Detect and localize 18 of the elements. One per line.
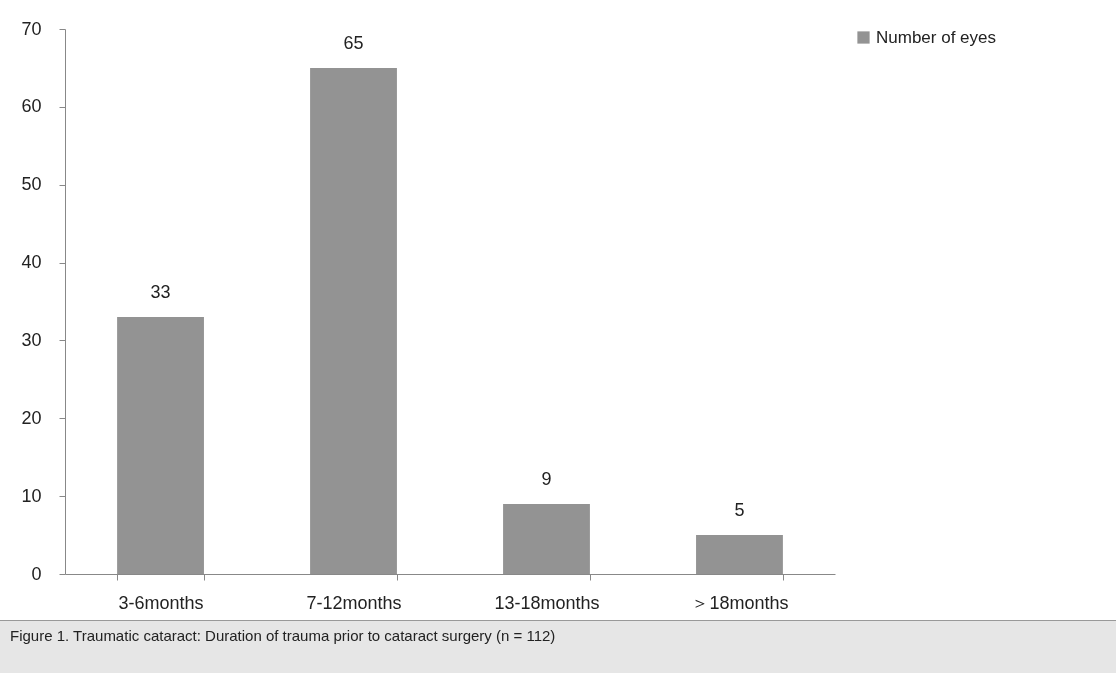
data-label: 5 xyxy=(734,500,745,521)
caption: Figure 1. Traumatic cataract: Duration of trauma prior to cataract surgery (n = 112) xyxy=(0,620,1116,673)
x-tick-label: ＞18months xyxy=(691,592,789,613)
data-label: 9 xyxy=(541,468,552,489)
y-tick-label: 30 xyxy=(21,329,42,350)
y-tick-label: 20 xyxy=(21,407,42,428)
legend-label: Number of eyes xyxy=(876,27,996,47)
data-label: 65 xyxy=(343,32,364,53)
data-label: 33 xyxy=(150,282,171,303)
x-tick-label: 7-12months xyxy=(306,592,402,613)
x-tick-label: 3-6months xyxy=(118,592,204,613)
y-tick-label: 60 xyxy=(21,96,42,117)
y-tick-label: 10 xyxy=(21,485,42,506)
x-tick-label: 13-18months xyxy=(494,592,600,613)
y-tick-label: 50 xyxy=(21,174,42,195)
y-tick-label: 70 xyxy=(21,18,42,39)
y-tick-label: 40 xyxy=(21,252,42,273)
y-tick-label: 0 xyxy=(31,563,42,584)
